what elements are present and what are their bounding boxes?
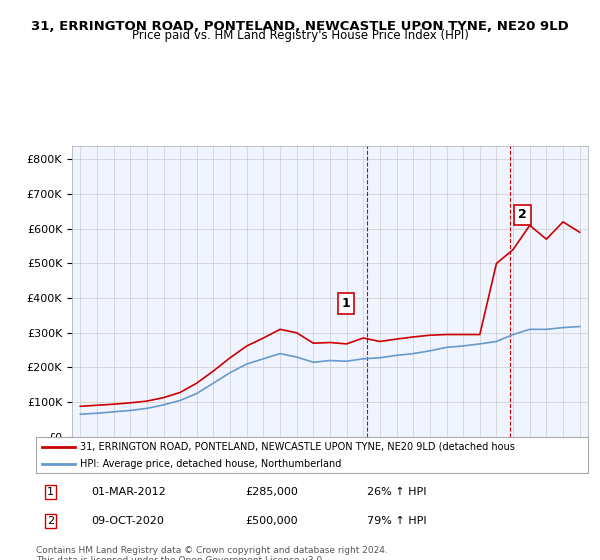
Text: 79% ↑ HPI: 79% ↑ HPI xyxy=(367,516,427,526)
Text: HPI: Average price, detached house, Northumberland: HPI: Average price, detached house, Nort… xyxy=(80,459,341,469)
Text: Contains HM Land Registry data © Crown copyright and database right 2024.
This d: Contains HM Land Registry data © Crown c… xyxy=(36,546,388,560)
Text: £500,000: £500,000 xyxy=(246,516,298,526)
Text: 09-OCT-2020: 09-OCT-2020 xyxy=(91,516,164,526)
Text: 2: 2 xyxy=(518,208,527,221)
Text: 26% ↑ HPI: 26% ↑ HPI xyxy=(367,487,427,497)
Text: Price paid vs. HM Land Registry's House Price Index (HPI): Price paid vs. HM Land Registry's House … xyxy=(131,29,469,42)
Text: £285,000: £285,000 xyxy=(246,487,299,497)
Text: 1: 1 xyxy=(341,297,350,310)
Text: 1: 1 xyxy=(47,487,54,497)
Text: 31, ERRINGTON ROAD, PONTELAND, NEWCASTLE UPON TYNE, NE20 9LD (detached hous: 31, ERRINGTON ROAD, PONTELAND, NEWCASTLE… xyxy=(80,442,515,452)
Text: 31, ERRINGTON ROAD, PONTELAND, NEWCASTLE UPON TYNE, NE20 9LD: 31, ERRINGTON ROAD, PONTELAND, NEWCASTLE… xyxy=(31,20,569,32)
Text: 01-MAR-2012: 01-MAR-2012 xyxy=(91,487,166,497)
Text: 2: 2 xyxy=(47,516,54,526)
